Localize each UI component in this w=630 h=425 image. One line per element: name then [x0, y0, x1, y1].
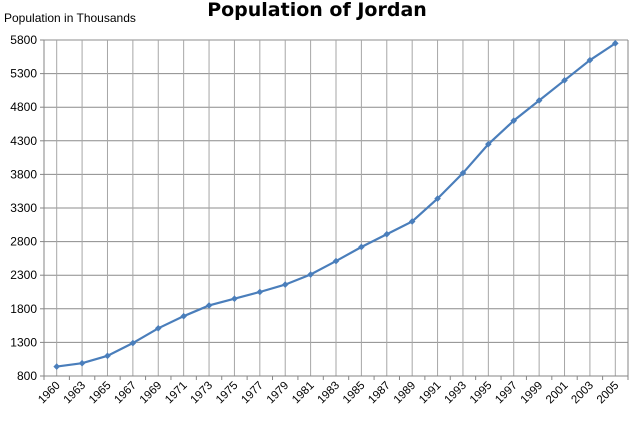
y-tick-label: 1300	[10, 335, 37, 349]
data-point	[129, 339, 137, 347]
data-point	[510, 117, 518, 124]
x-tick-label: 1973	[189, 380, 216, 407]
data-point	[78, 359, 86, 367]
x-tick-label: 1963	[62, 380, 89, 407]
y-tick-label: 4800	[10, 100, 37, 114]
data-point	[180, 312, 187, 320]
x-tick-label: 1960	[36, 380, 63, 407]
data-point	[307, 271, 314, 278]
y-tick-label: 3800	[10, 167, 37, 181]
y-tick-label: 5800	[10, 33, 37, 47]
x-tick-label: 1977	[239, 380, 266, 407]
axes	[40, 39, 629, 380]
data-point	[586, 56, 594, 64]
y-tick-label: 2800	[10, 235, 37, 249]
series-group	[53, 40, 619, 370]
y-axis-label: Population in Thousands	[4, 11, 136, 25]
x-tick-label: 1991	[417, 380, 444, 407]
data-point	[535, 97, 543, 104]
x-tick-label: 1971	[163, 380, 190, 407]
data-point	[383, 230, 391, 238]
x-tick-label: 1987	[366, 380, 393, 407]
data-point	[104, 352, 111, 360]
x-tick-label: 1997	[493, 380, 520, 407]
y-tick-label: 1800	[10, 302, 37, 316]
chart-title: Population of Jordan	[207, 0, 427, 21]
x-tick-label: 2001	[544, 380, 571, 407]
data-point	[332, 257, 340, 265]
x-tick-labels: 1960196319651967196919711973197519771979…	[36, 380, 621, 407]
y-tick-label: 5300	[10, 67, 37, 81]
data-point	[358, 243, 365, 251]
data-point	[612, 40, 619, 47]
x-tick-label: 1983	[316, 380, 343, 407]
x-tick-label: 1965	[87, 380, 114, 407]
y-tick-label: 4300	[10, 134, 37, 148]
x-tick-label: 1999	[519, 380, 546, 407]
x-tick-label: 2003	[569, 380, 596, 407]
y-tick-label: 2300	[10, 268, 37, 282]
y-tick-labels: 800 1300 1800 2300 2800 3300 3800 4300 4800 5300 5…	[10, 33, 37, 383]
x-tick-label: 1995	[468, 380, 495, 407]
data-point	[231, 295, 238, 303]
y-tick-label: 3300	[10, 201, 37, 215]
data-point	[281, 281, 289, 288]
data-point	[205, 302, 213, 309]
data-point	[485, 140, 492, 148]
data-point	[459, 169, 467, 177]
data-point	[53, 363, 60, 370]
x-tick-label: 1981	[290, 380, 317, 407]
data-point	[408, 218, 416, 225]
x-tick-label: 1985	[341, 380, 368, 407]
data-point	[154, 324, 162, 332]
x-tick-label: 1967	[112, 380, 139, 407]
data-point	[434, 195, 441, 202]
x-tick-label: 1979	[265, 380, 292, 407]
gridlines	[44, 39, 628, 376]
data-point	[561, 77, 568, 84]
x-tick-label: 2005	[595, 380, 622, 407]
x-tick-label: 1993	[442, 380, 469, 407]
y-tick-label: 800	[17, 369, 37, 383]
x-tick-label: 1989	[392, 380, 419, 407]
x-tick-label: 1975	[214, 380, 241, 407]
data-point	[256, 288, 264, 296]
x-tick-label: 1969	[138, 380, 165, 407]
